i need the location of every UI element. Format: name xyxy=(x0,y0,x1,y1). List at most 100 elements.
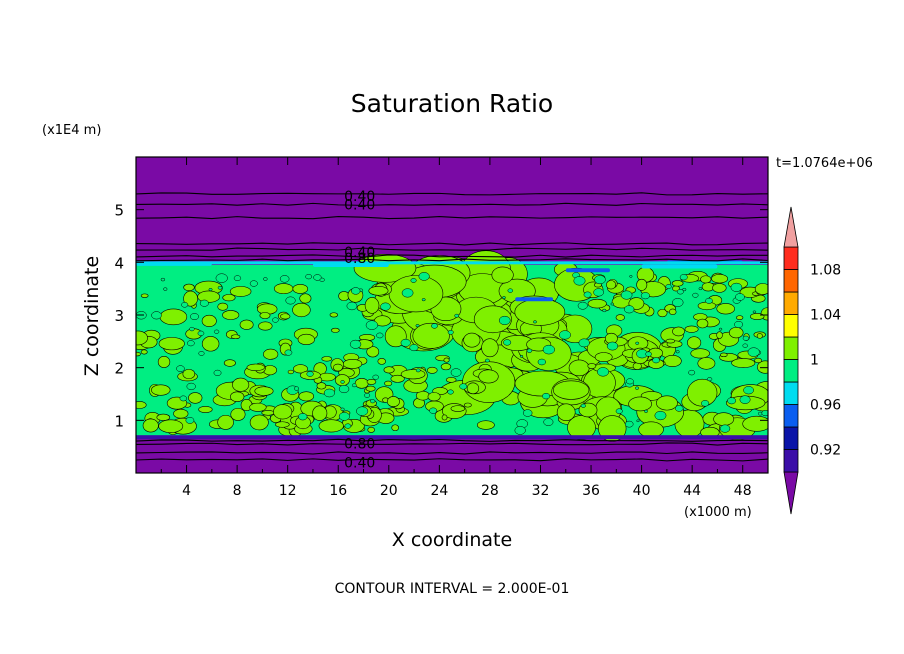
supersaturated-patch xyxy=(386,396,400,408)
contour-line xyxy=(136,458,768,462)
supersaturated-patch xyxy=(636,278,648,291)
supersaturated-patch xyxy=(638,421,664,438)
supersaturated-patch xyxy=(142,418,159,433)
subsaturated-speck xyxy=(761,410,768,417)
subsaturated-speck xyxy=(652,357,660,364)
supersaturated-patch xyxy=(656,395,678,411)
layer-top-band xyxy=(136,261,768,265)
supersaturated-patch xyxy=(318,419,344,433)
supersaturated-patch xyxy=(298,391,315,402)
supersaturated-patch xyxy=(259,312,271,319)
subsaturated-speck xyxy=(742,335,750,341)
subsaturated-speck xyxy=(644,409,648,413)
subsaturated-speck xyxy=(429,407,438,414)
subsaturated-speck xyxy=(418,272,430,281)
x-tick-label: 36 xyxy=(582,483,600,499)
subsaturated-speck xyxy=(742,343,748,348)
supersaturated-patch xyxy=(713,412,735,426)
subsaturated-speck xyxy=(624,305,635,314)
subsaturated-speck xyxy=(502,296,506,300)
supersaturated-patch xyxy=(450,405,466,412)
chart-title: Saturation Ratio xyxy=(351,89,553,118)
subsaturated-speck xyxy=(594,275,606,285)
colorbar-segment xyxy=(783,449,799,473)
supersaturated-patch xyxy=(217,414,234,430)
supersaturated-patch xyxy=(249,402,267,412)
colorbar-segment xyxy=(783,291,799,315)
supersaturated-patch xyxy=(367,426,375,433)
supersaturated-patch xyxy=(158,337,185,351)
subsaturated-speck xyxy=(624,420,634,428)
subsaturated-speck xyxy=(645,351,652,357)
subsaturated-speck xyxy=(400,338,411,347)
supersaturated-patch xyxy=(201,314,217,328)
y-unit-label: (x1E4 m) xyxy=(42,123,101,138)
supersaturated-patch xyxy=(690,348,710,359)
supersaturated-patch xyxy=(156,413,171,421)
x-tick-label: 28 xyxy=(481,483,499,499)
subsaturated-speck xyxy=(217,285,223,290)
supersaturated-patch xyxy=(332,363,343,372)
contour-line xyxy=(136,442,768,446)
supersaturated-patch xyxy=(287,369,294,375)
y-axis-label: Z coordinate xyxy=(81,256,103,376)
subsaturated-speck xyxy=(514,426,526,435)
y-tick-label: 5 xyxy=(114,202,124,220)
subsaturated-speck xyxy=(249,280,258,287)
subsaturated-speck xyxy=(185,416,195,424)
subsaturated-speck xyxy=(543,418,554,426)
supersaturated-patch xyxy=(217,302,229,311)
contour-interval-note: CONTOUR INTERVAL = 2.000E-01 xyxy=(335,581,570,597)
supersaturated-patch xyxy=(657,308,668,318)
supersaturated-patch xyxy=(299,293,312,304)
supersaturated-patch xyxy=(476,420,495,430)
supersaturated-patch xyxy=(136,330,148,346)
supersaturated-patch xyxy=(598,415,627,442)
subsaturated-speck xyxy=(730,282,743,292)
colorbar: 0.92 0.96 1 1.04 1.08 xyxy=(783,206,841,515)
supersaturated-patch xyxy=(731,358,756,368)
subsaturated-speck xyxy=(351,383,357,388)
supersaturated-patch xyxy=(232,377,250,392)
plot-area xyxy=(136,157,768,473)
supersaturated-patch xyxy=(463,332,481,348)
subsaturated-speck xyxy=(197,330,205,336)
supersaturated-patch xyxy=(671,280,684,287)
subsaturated-speck xyxy=(199,299,209,307)
x-axis: 4 8 12 16 20 24 28 32 36 40 44 48 xyxy=(160,157,752,499)
contour-line xyxy=(136,247,768,251)
supersaturated-patch xyxy=(440,363,452,371)
supersaturated-patch xyxy=(427,392,441,402)
subsaturated-speck xyxy=(719,424,731,433)
supersaturated-patch xyxy=(552,380,590,400)
subsaturated-speck xyxy=(272,317,279,323)
supersaturated-patch xyxy=(736,315,744,321)
x-tick-label: 40 xyxy=(633,483,651,499)
supersaturated-patch xyxy=(321,356,333,362)
subsaturated-speck xyxy=(698,287,703,291)
colorbar-segment xyxy=(783,314,799,338)
colorbar-label: 0.96 xyxy=(810,398,841,414)
subsaturated-speck xyxy=(179,395,187,402)
supersaturated-patch xyxy=(463,402,472,408)
subsaturated-speck xyxy=(410,278,417,283)
subsaturated-speck xyxy=(293,386,300,391)
colorbar-segment xyxy=(783,269,799,293)
contour-lines xyxy=(136,192,768,462)
subsaturated-speck xyxy=(284,349,293,356)
contour-line xyxy=(136,242,768,246)
x-tick-label: 12 xyxy=(279,483,297,499)
supersaturated-patch xyxy=(491,266,514,284)
supersaturated-patch xyxy=(719,352,728,358)
colorbar-label: 1.04 xyxy=(810,308,841,324)
supersaturated-patch xyxy=(229,286,252,297)
subsaturated-speck xyxy=(409,344,419,352)
supersaturated-patch xyxy=(390,374,405,383)
subsaturated-speck xyxy=(629,275,633,278)
colorbar-segment xyxy=(783,359,799,383)
subsaturated-speck xyxy=(597,367,609,377)
y-tick-label: 1 xyxy=(114,412,124,430)
subsaturated-speck xyxy=(752,310,757,314)
supersaturated-patch xyxy=(587,298,607,309)
subsaturated-speck xyxy=(537,358,546,366)
